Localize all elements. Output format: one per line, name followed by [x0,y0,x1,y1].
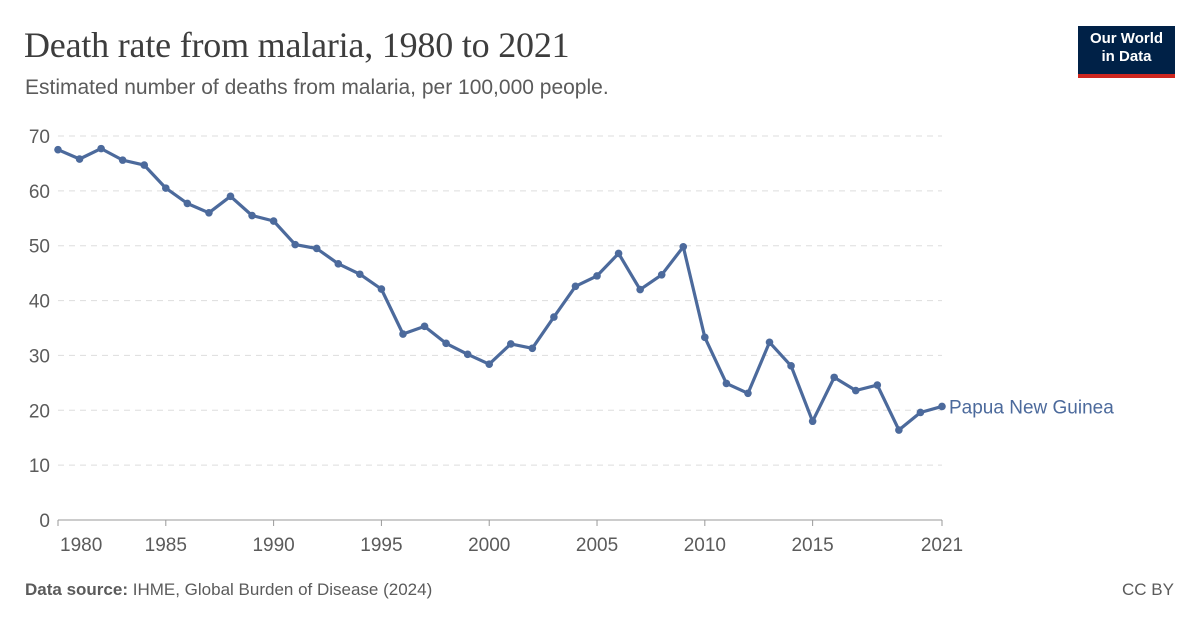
x-tick-label: 2021 [921,535,963,556]
data-point [399,330,407,338]
axes: 0 10 20 30 40 50 60 70 1980 1985 1990 1995 2000 2005 2… [29,127,963,556]
series-line [56,147,944,432]
y-tick-label: 0 [39,511,50,532]
data-point [528,344,537,353]
data-source: Data source: IHME, Global Burden of Dise… [25,580,432,600]
data-point [614,249,623,258]
data-point [312,244,321,253]
data-point [269,217,278,225]
owid-logo[interactable]: Our World in Data [1078,26,1175,78]
data-point [442,339,450,348]
x-tick-label: 1990 [252,535,294,556]
data-point [851,386,860,395]
data-point [895,426,903,434]
data-point [550,313,558,321]
chart-subtitle: Estimated number of deaths from malaria,… [25,76,609,99]
logo-line-1: Our World [1089,30,1164,47]
series-layer: Papua New Guinea [54,144,1114,434]
data-point [916,408,925,417]
y-tick-label: 30 [29,346,50,367]
data-point [463,350,472,359]
data-point [593,272,601,280]
data-point [571,282,580,291]
data-source-text[interactable]: IHME, Global Burden of Disease (2024) [132,580,433,599]
data-point [54,145,62,154]
y-tick-label: 20 [29,401,50,422]
x-tick-label: 2000 [468,535,510,556]
data-point [808,417,817,426]
data-source-label: Data source: [25,580,128,599]
y-tick-label: 10 [29,456,50,477]
data-point [377,285,386,293]
license-link[interactable]: CC BY [1122,580,1174,599]
data-point [183,199,192,208]
x-tick-label: 2005 [576,535,618,556]
data-point [722,379,731,388]
y-tick-label: 60 [29,182,50,203]
data-point [873,381,882,389]
data-point [679,243,688,251]
data-point [291,240,299,249]
y-tick-label: 50 [29,237,50,258]
x-tick-label: 1985 [145,535,187,556]
data-point [765,338,774,347]
data-point [162,184,170,192]
chart-title: Death rate from malaria, 1980 to 2021 [24,25,570,65]
x-tick-label: 2010 [684,535,726,556]
data-point [938,402,946,411]
data-point [334,260,343,268]
x-tick-label: 1995 [360,535,402,556]
data-point [485,360,494,369]
data-point [97,144,105,153]
data-point [787,362,795,370]
data-point [830,373,838,382]
data-point [140,161,149,169]
x-tick-label: 2015 [791,535,833,556]
data-point [657,270,666,279]
y-tick-label: 70 [29,127,50,148]
data-point [356,270,364,279]
data-point [226,192,235,201]
data-point [420,322,429,331]
data-point [701,333,709,342]
data-point [636,285,644,294]
data-point [744,389,752,398]
y-tick-label: 40 [29,292,50,313]
data-point [75,155,84,163]
series-label: Papua New Guinea [949,397,1114,418]
logo-line-2: in Data [1101,48,1152,65]
data-point [118,156,127,164]
x-tick-label: 1980 [60,535,102,556]
data-point [248,211,256,220]
data-point [506,340,515,348]
data-point [205,209,213,217]
